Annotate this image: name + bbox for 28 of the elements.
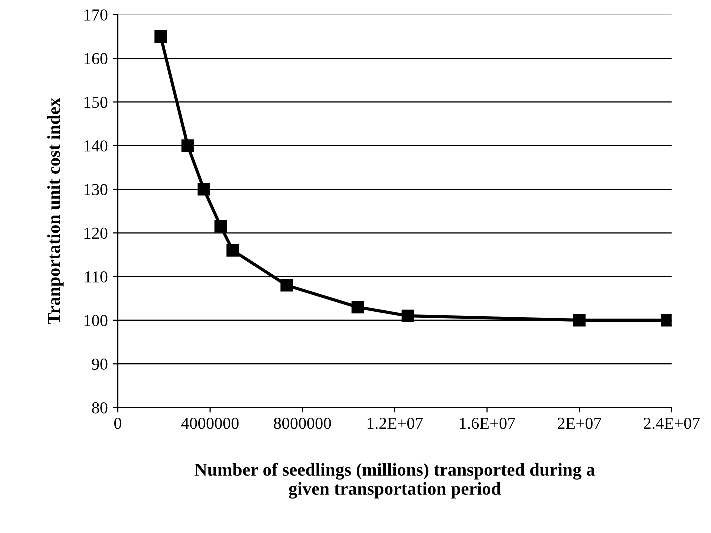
point	[352, 301, 364, 314]
x-tick-label: 2.4E+07	[644, 418, 700, 430]
point	[280, 279, 294, 292]
point	[182, 140, 194, 152]
point	[214, 220, 228, 233]
x-tick-label: 1.6E+07	[460, 418, 516, 430]
x-tick-label: 1.2E+07	[368, 418, 424, 430]
point	[573, 314, 586, 327]
point	[198, 183, 210, 196]
y-tick-label: 80	[92, 402, 108, 414]
x-tick-label: 0	[114, 418, 122, 430]
y-axis-title: Tranportation unit cost index	[47, 98, 64, 324]
point	[226, 244, 240, 257]
y-tick-label: 150	[84, 96, 108, 108]
point	[154, 30, 168, 43]
y-tick-label: 130	[84, 184, 108, 196]
y-tick-label: 160	[84, 53, 108, 65]
y-tick-label: 120	[84, 228, 108, 240]
x-axis-title: Number of seedlings (millions) transported during a given transportation period	[194, 463, 596, 499]
y-tick-label: 90	[92, 358, 108, 370]
point	[402, 310, 414, 322]
y-tick-label: 100	[84, 315, 108, 326]
x-tick-label: 8000000	[274, 418, 332, 430]
y-tick-label: 170	[84, 10, 108, 21]
y-tick-label: 140	[84, 140, 108, 152]
x-tick-label: 4000000	[181, 418, 239, 430]
x-tick-label: 2E+07	[558, 418, 602, 430]
y-tick-label: 110	[85, 272, 108, 283]
